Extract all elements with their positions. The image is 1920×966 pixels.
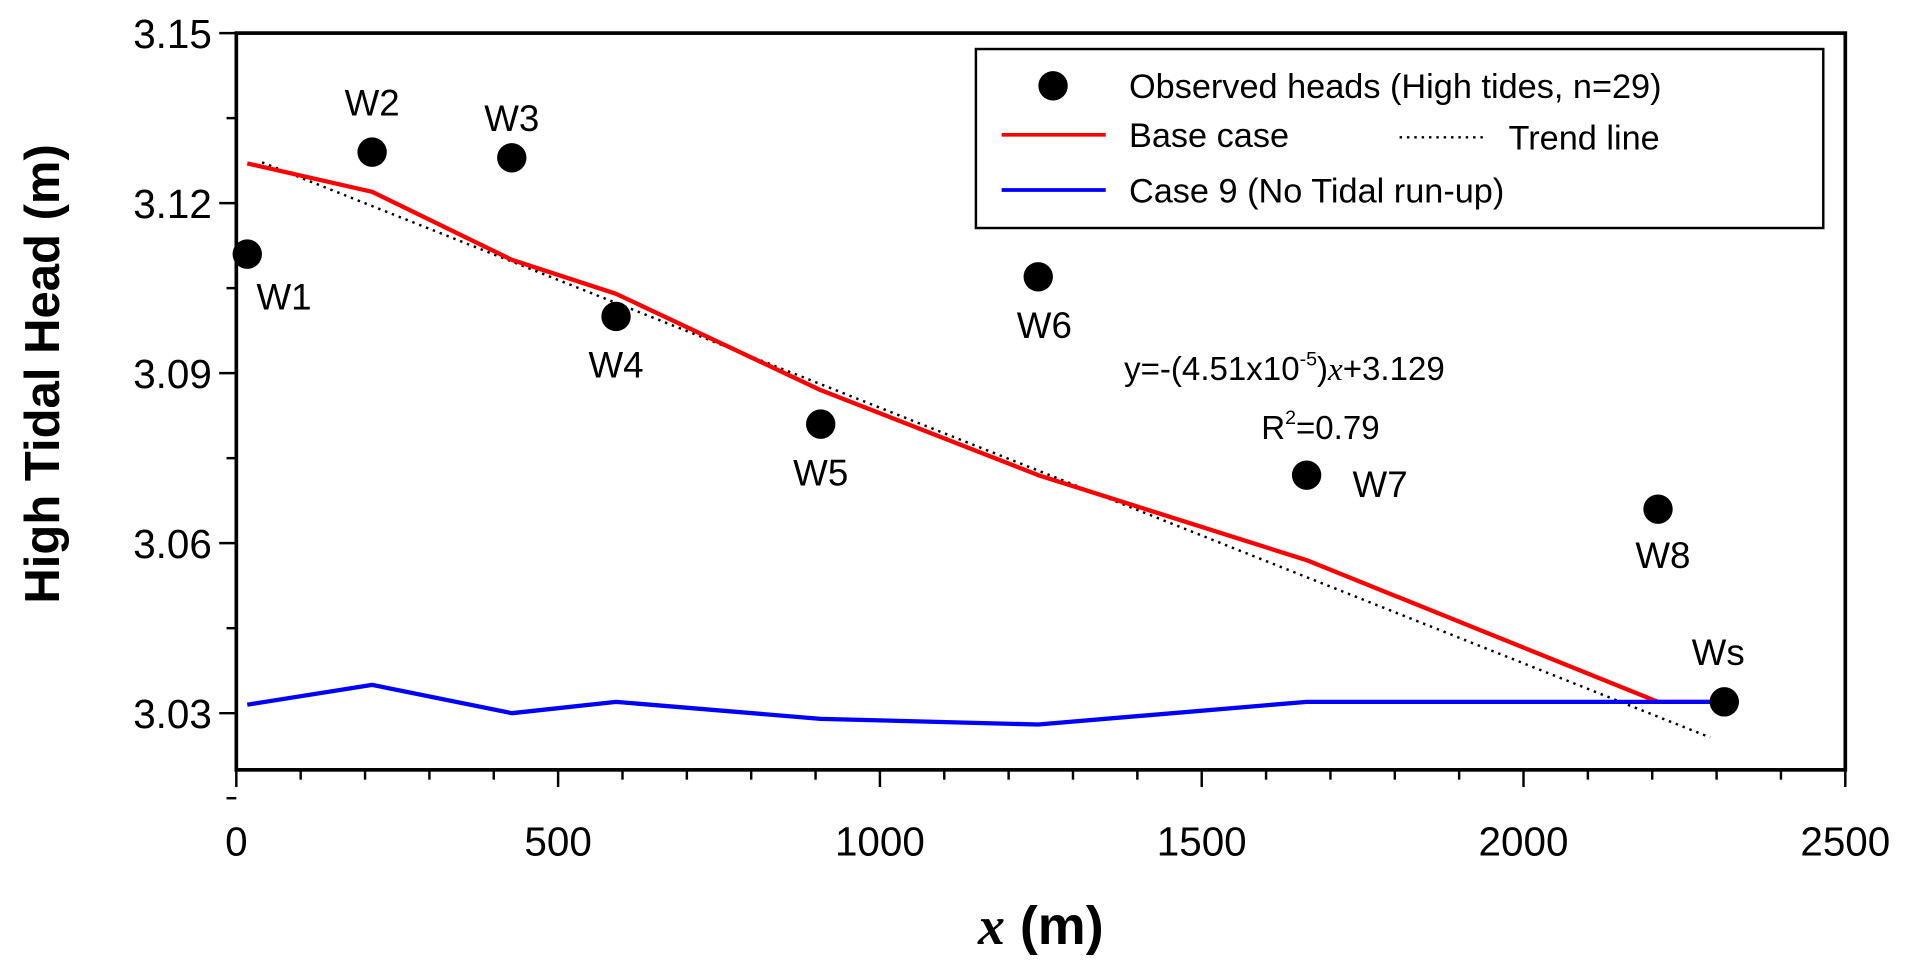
point-label: W7 <box>1353 464 1408 505</box>
legend-observed-label: Observed heads (High tides, n=29) <box>1129 68 1662 106</box>
base-case-line <box>246 161 1725 704</box>
x-tick-label: 0 <box>225 819 247 865</box>
point-label: Ws <box>1692 632 1745 673</box>
x-tick-label: 1500 <box>1157 819 1247 865</box>
y-tick-label: 3.15 <box>133 11 212 57</box>
observed-point <box>357 137 387 167</box>
case9-line <box>246 682 1725 727</box>
trend-line <box>261 161 1711 739</box>
point-label: W8 <box>1635 535 1690 576</box>
point-label: W2 <box>345 82 400 123</box>
plot-marks: 0 500 1000 1500 2000 2500 3.03 3.06 3.09 3.12 3.15… <box>133 11 1890 865</box>
observed-point <box>1023 262 1053 292</box>
x-axis-var: x <box>977 896 1005 956</box>
observed-point <box>601 301 631 332</box>
trend-equation: y=-(4.51x10-5)x+3.129 <box>1124 348 1445 388</box>
observed-point <box>1643 494 1673 524</box>
y-tick-label: 3.12 <box>133 181 212 227</box>
x-tick-label: 1000 <box>835 819 925 865</box>
plot-frame <box>234 31 1848 772</box>
y-tick-label: 3.06 <box>133 521 212 567</box>
r-squared: R2=0.79 <box>1261 407 1379 447</box>
x-tick-label: 500 <box>524 819 591 865</box>
legend-base-label: Base case <box>1129 117 1289 155</box>
point-label: W5 <box>793 452 848 493</box>
observed-point <box>232 239 262 269</box>
observed-point <box>806 409 836 439</box>
y-axis-label: High Tidal Head (m) <box>16 144 70 603</box>
observed-point <box>1291 460 1322 490</box>
y-tick-label: 3.09 <box>133 351 212 397</box>
legend-trend-label: Trend line <box>1509 120 1660 158</box>
y-tick-label: 3.03 <box>133 691 212 737</box>
point-label: W1 <box>256 276 311 317</box>
point-label: W3 <box>484 98 539 139</box>
point-label: W6 <box>1017 305 1072 346</box>
x-tick-label: 2500 <box>1800 819 1890 865</box>
observed-point <box>1709 687 1740 717</box>
legend: Observed heads (High tides, n=29) Base c… <box>974 47 1825 230</box>
observed-point <box>497 143 527 173</box>
x-axis-label: x (m) <box>977 896 1104 956</box>
point-label: W4 <box>588 345 643 386</box>
x-axis-unit: (m) <box>1005 896 1104 956</box>
legend-case9-label: Case 9 (No Tidal run-up) <box>1129 172 1504 210</box>
legend-observed-marker <box>1038 71 1068 101</box>
x-tick-label: 2000 <box>1479 819 1569 865</box>
